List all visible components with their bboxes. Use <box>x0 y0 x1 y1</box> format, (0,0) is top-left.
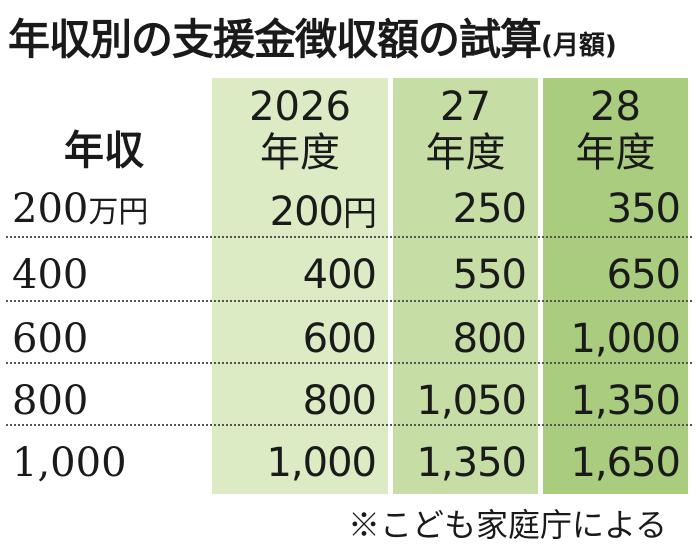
row-header-income: 年収 <box>64 127 144 174</box>
income-value: 600 <box>12 316 89 362</box>
row-divider <box>6 362 692 364</box>
table-row: 200万円 200円 250 350 <box>0 180 697 244</box>
column-header-suffix: 年度 <box>260 130 340 176</box>
column-header-2026: 2026 年度 <box>212 84 388 176</box>
cell-value: 1,000 <box>570 316 681 362</box>
table-cell: 550 <box>393 252 527 298</box>
cell-value: 1,000 <box>266 440 377 486</box>
column-header-27: 27 年度 <box>393 84 538 176</box>
table-row: 800 800 1,050 1,350 <box>0 372 697 436</box>
table-cell: 200円 <box>212 186 377 235</box>
chart-title: 年収別の支援金徴収額の試算(月額) <box>8 6 617 67</box>
row-divider <box>6 424 692 426</box>
table-row: 1,000 1,000 1,350 1,650 <box>0 434 697 498</box>
column-header-suffix: 年度 <box>575 130 656 176</box>
income-value: 800 <box>12 378 89 424</box>
cell-value: 650 <box>606 252 681 298</box>
column-header-28: 28 年度 <box>543 84 688 176</box>
table-row: 400 400 550 650 <box>0 246 697 310</box>
table-cell: 1,050 <box>393 378 527 424</box>
column-header-suffix: 年度 <box>425 130 506 176</box>
table-cell: 1,650 <box>543 440 681 486</box>
cell-value: 200 <box>269 189 344 235</box>
chart-title-sub: (月額) <box>541 31 617 61</box>
income-value: 400 <box>12 252 89 298</box>
income-label: 200万円 <box>12 186 148 232</box>
table-cell: 1,000 <box>543 316 681 362</box>
cell-value: 600 <box>302 316 377 362</box>
table-cell: 1,000 <box>212 440 377 486</box>
cell-value: 550 <box>452 252 527 298</box>
cell-value: 800 <box>452 316 527 362</box>
income-value: 1,000 <box>12 440 127 486</box>
table-cell: 350 <box>543 186 681 232</box>
column-header-year: 27 <box>440 84 491 130</box>
column-header-year: 28 <box>590 84 641 130</box>
cell-value: 1,350 <box>570 378 681 424</box>
cell-value: 1,350 <box>416 440 527 486</box>
income-label: 600 <box>12 316 88 362</box>
table-cell: 600 <box>212 316 377 362</box>
row-divider <box>6 236 692 238</box>
cell-value: 800 <box>302 378 377 424</box>
income-value: 200 <box>12 186 89 232</box>
table-cell: 800 <box>212 378 377 424</box>
cell-value: 400 <box>302 252 377 298</box>
cell-value: 1,050 <box>416 378 527 424</box>
table-cell: 1,350 <box>393 440 527 486</box>
source-note: ※こども家庭庁による <box>347 506 667 544</box>
cell-value: 250 <box>452 186 527 232</box>
income-label: 400 <box>12 252 88 298</box>
table-cell: 650 <box>543 252 681 298</box>
income-label: 1,000 <box>12 440 127 486</box>
column-header-year: 2026 <box>249 84 351 130</box>
cell-value: 350 <box>606 186 681 232</box>
income-label: 800 <box>12 378 88 424</box>
cell-value: 1,650 <box>570 440 681 486</box>
income-unit: 万円 <box>88 195 149 230</box>
chart-title-main: 年収別の支援金徴収額の試算 <box>8 15 542 64</box>
table-cell: 400 <box>212 252 377 298</box>
table-cell: 250 <box>393 186 527 232</box>
row-divider <box>6 300 692 302</box>
table-row: 600 600 800 1,000 <box>0 310 697 374</box>
cell-unit: 円 <box>343 194 377 234</box>
table-cell: 800 <box>393 316 527 362</box>
table-cell: 1,350 <box>543 378 681 424</box>
